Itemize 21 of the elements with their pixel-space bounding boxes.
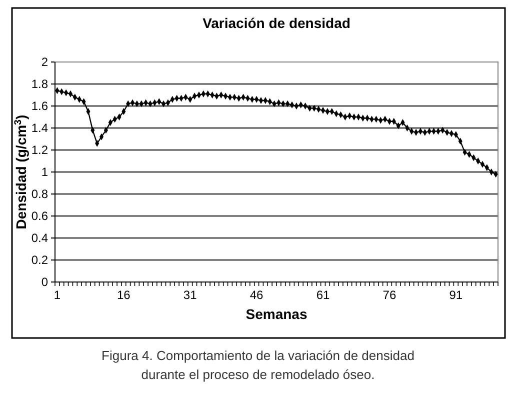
x-tick-label: 91 xyxy=(449,288,463,302)
y-tick-label: 1.2 xyxy=(31,143,48,157)
x-tick-label: 16 xyxy=(116,288,131,302)
chart-title: Variación de densidad xyxy=(202,15,350,31)
y-tick-label: 0.4 xyxy=(31,231,48,245)
x-tick-label: 46 xyxy=(250,288,264,302)
y-tick-label: 1.6 xyxy=(31,99,48,113)
x-axis-title: Semanas xyxy=(246,306,308,322)
x-tick-label: 76 xyxy=(382,288,396,302)
x-tick-label: 61 xyxy=(316,288,330,302)
y-tick-label: 1.4 xyxy=(31,121,48,135)
y-tick-label: 0 xyxy=(41,275,48,289)
y-tick-label: 0.6 xyxy=(31,209,48,223)
x-tick-label: 31 xyxy=(183,288,198,302)
y-tick-label: 0.2 xyxy=(31,253,48,267)
y-tick-label: 0.8 xyxy=(31,187,48,201)
y-tick-label: 2 xyxy=(41,55,48,69)
y-tick-label: 1.8 xyxy=(31,77,48,91)
y-tick-label: 1 xyxy=(41,165,48,179)
text: Figura 4. Comportamiento de la variación de densidad durante el proceso de remodelado óseo. xyxy=(102,348,414,382)
x-tick-label: 1 xyxy=(54,288,61,302)
